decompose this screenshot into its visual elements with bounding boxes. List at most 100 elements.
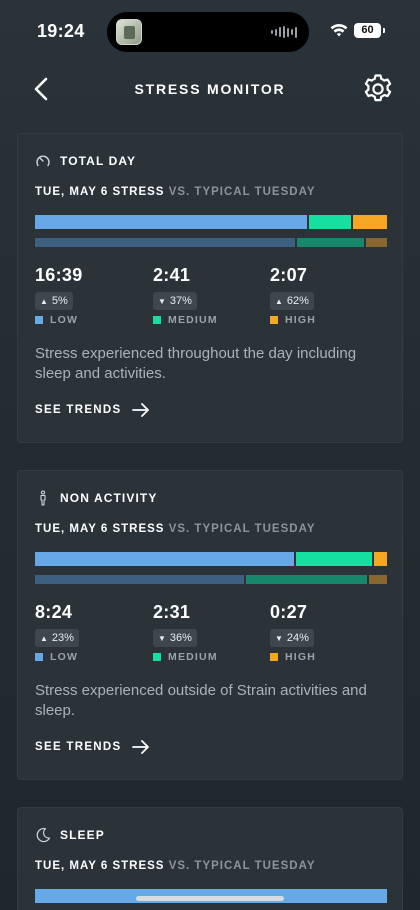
- stress-bar-today: [35, 215, 387, 229]
- stat-value: 8:24: [35, 602, 73, 622]
- legend-swatch: [153, 653, 161, 661]
- comparison-label: TUE, MAY 6 STRESS VS. TYPICAL TUESDAY: [35, 860, 316, 872]
- dynamic-island[interactable]: [107, 12, 309, 52]
- legend-label: LOW: [50, 314, 79, 326]
- change-value: 62%: [286, 295, 309, 307]
- card-title: TOTAL DAY: [60, 154, 137, 168]
- battery-indicator: 60: [354, 23, 385, 38]
- person-standing-icon: [40, 490, 46, 506]
- stats-row: 16:39 ▲ 5% LOW 2:41 ▼ 37% MEDIUM 2:07 ▲ 62%…: [35, 265, 395, 327]
- bar-segment-medium: [309, 215, 351, 229]
- bar-segment-high-typical: [369, 575, 387, 584]
- bar-segment-low-typical: [35, 575, 244, 584]
- stat-value: 0:27: [270, 602, 308, 622]
- card-description: Stress experienced throughout the day in…: [35, 345, 357, 382]
- arrow-right-icon: [131, 740, 149, 754]
- legend-label: HIGH: [285, 651, 317, 663]
- see-trends-button[interactable]: SEE TRENDS: [35, 740, 150, 754]
- card-header: NON ACTIVITY: [35, 490, 157, 506]
- legend-low: LOW: [35, 651, 145, 663]
- stress-bar-typical: [35, 238, 387, 247]
- triangle-up-icon: ▲: [40, 633, 48, 643]
- legend-high: HIGH: [270, 314, 380, 326]
- legend-label: HIGH: [285, 314, 317, 326]
- gear-icon[interactable]: [361, 72, 395, 106]
- legend-swatch: [35, 653, 43, 661]
- comparison-baseline: VS. TYPICAL TUESDAY: [168, 860, 316, 872]
- comparison-baseline: VS. TYPICAL TUESDAY: [168, 523, 316, 535]
- card-title: SLEEP: [60, 828, 105, 842]
- legend-label: LOW: [50, 651, 79, 663]
- legend-label: MEDIUM: [168, 314, 218, 326]
- status-bar: 19:24 60: [0, 0, 420, 62]
- bar-segment-medium: [296, 552, 372, 566]
- change-value: 5%: [51, 295, 68, 307]
- home-indicator[interactable]: [136, 896, 284, 901]
- card-non-activity: NON ACTIVITY TUE, MAY 6 STRESS VS. TYPIC…: [17, 470, 403, 780]
- stats-row: 8:24 ▲ 23% LOW 2:31 ▼ 36% MEDIUM 0:27 ▼ 24%…: [35, 602, 395, 664]
- legend-swatch: [270, 653, 278, 661]
- bar-segment-low: [35, 552, 294, 566]
- stat-low: 8:24 ▲ 23% LOW: [35, 602, 145, 663]
- change-badge: ▲ 5%: [35, 292, 73, 310]
- bar-segment-medium-typical: [246, 575, 367, 584]
- card-description: Stress experienced outside of Strain act…: [35, 682, 367, 719]
- change-badge: ▼ 24%: [270, 629, 314, 647]
- moon-icon: [36, 827, 51, 843]
- status-time: 19:24: [37, 21, 85, 41]
- change-value: 23%: [51, 632, 74, 644]
- change-value: 36%: [169, 632, 192, 644]
- see-trends-label: SEE TRENDS: [35, 404, 122, 416]
- see-trends-button[interactable]: SEE TRENDS: [35, 403, 150, 417]
- stress-bar-today: [35, 552, 387, 566]
- change-badge: ▼ 36%: [153, 629, 197, 647]
- app-header: STRESS MONITOR: [0, 62, 420, 114]
- bar-segment-low-typical: [35, 238, 295, 247]
- triangle-down-icon: ▼: [158, 296, 166, 306]
- change-value: 24%: [286, 632, 309, 644]
- back-button[interactable]: [30, 76, 54, 102]
- stat-low: 16:39 ▲ 5% LOW: [35, 265, 145, 326]
- stat-value: 2:31: [153, 602, 191, 622]
- stat-high: 2:07 ▲ 62% HIGH: [270, 265, 380, 326]
- legend-swatch: [35, 316, 43, 324]
- stat-medium: 2:31 ▼ 36% MEDIUM: [153, 602, 263, 663]
- wifi-icon: [330, 23, 348, 37]
- legend-high: HIGH: [270, 651, 380, 663]
- stat-value: 2:07: [270, 265, 308, 285]
- bar-segment-high: [353, 215, 387, 229]
- arrow-right-icon: [131, 403, 149, 417]
- triangle-up-icon: ▲: [40, 296, 48, 306]
- triangle-down-icon: ▼: [275, 633, 283, 643]
- stat-high: 0:27 ▼ 24% HIGH: [270, 602, 380, 663]
- triangle-down-icon: ▼: [158, 633, 166, 643]
- change-badge: ▼ 37%: [153, 292, 197, 310]
- comparison-date: TUE, MAY 6 STRESS: [35, 860, 165, 872]
- bar-segment-medium-typical: [297, 238, 364, 247]
- legend-medium: MEDIUM: [153, 314, 263, 326]
- card-total-day: TOTAL DAY TUE, MAY 6 STRESS VS. TYPICAL …: [17, 133, 403, 443]
- card-header: TOTAL DAY: [35, 153, 136, 169]
- legend-medium: MEDIUM: [153, 651, 263, 663]
- change-badge: ▲ 62%: [270, 292, 314, 310]
- bar-segment-high-typical: [366, 238, 387, 247]
- comparison-date: TUE, MAY 6 STRESS: [35, 186, 165, 198]
- legend-label: MEDIUM: [168, 651, 218, 663]
- change-value: 37%: [169, 295, 192, 307]
- card-sleep: SLEEP TUE, MAY 6 STRESS VS. TYPICAL TUES…: [17, 807, 403, 910]
- legend-swatch: [270, 316, 278, 324]
- stress-bar-typical: [35, 575, 387, 584]
- card-title: NON ACTIVITY: [60, 491, 158, 505]
- bar-segment-low: [35, 215, 307, 229]
- change-badge: ▲ 23%: [35, 629, 79, 647]
- comparison-date: TUE, MAY 6 STRESS: [35, 523, 165, 535]
- page-title: STRESS MONITOR: [134, 81, 286, 97]
- comparison-baseline: VS. TYPICAL TUESDAY: [168, 186, 316, 198]
- see-trends-label: SEE TRENDS: [35, 741, 122, 753]
- comparison-label: TUE, MAY 6 STRESS VS. TYPICAL TUESDAY: [35, 186, 316, 198]
- comparison-label: TUE, MAY 6 STRESS VS. TYPICAL TUESDAY: [35, 523, 316, 535]
- gauge-icon: [36, 155, 50, 167]
- card-header: SLEEP: [35, 827, 105, 843]
- stat-value: 16:39: [35, 265, 83, 285]
- legend-low: LOW: [35, 314, 145, 326]
